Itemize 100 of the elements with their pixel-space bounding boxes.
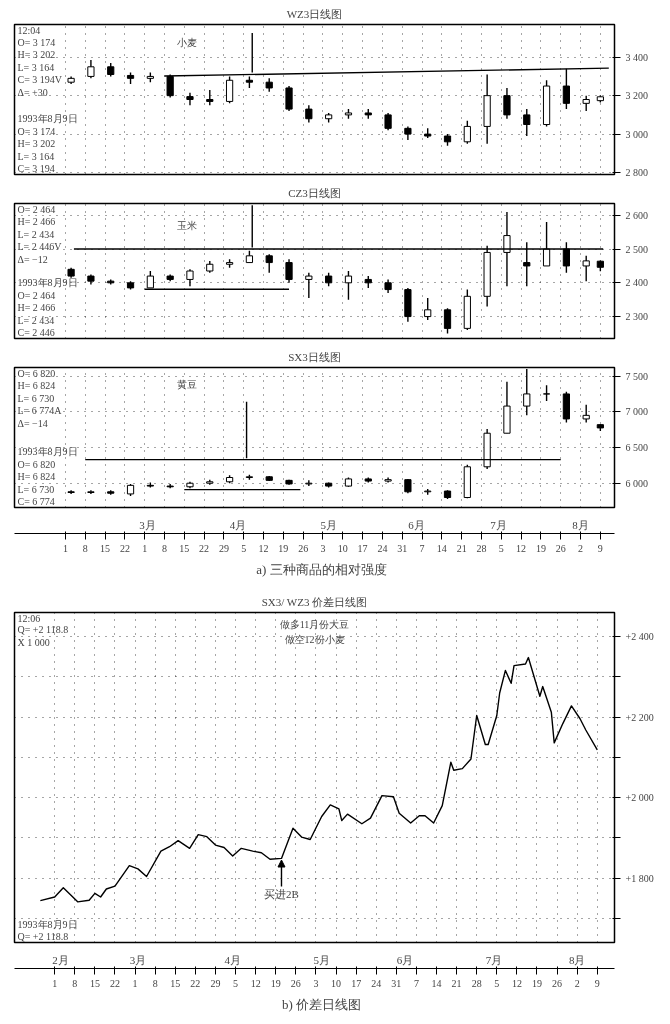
x-tick-label: 7 bbox=[413, 977, 419, 989]
x-tick-label: 22 bbox=[119, 542, 130, 554]
annotation: 玉米 bbox=[176, 219, 197, 231]
x-tick-label: 19 bbox=[270, 977, 281, 989]
chart-title: CZ3日线图 bbox=[288, 186, 341, 199]
x2-tick-label: 5月 bbox=[320, 518, 337, 531]
x-tick-label: 5 bbox=[233, 977, 239, 989]
x2-tick-label: 7月 bbox=[485, 953, 503, 966]
y-tick-label: 2 400 bbox=[625, 277, 648, 289]
annotation: 黄豆 bbox=[176, 378, 197, 390]
x-tick-label: 21 bbox=[456, 542, 467, 554]
text: b) 价差日线图 bbox=[281, 996, 362, 1012]
x-tick-label: 26 bbox=[298, 542, 309, 554]
annotation: 1993年8月9日 O= 3 174 H= 3 202 L= 3 164 C= 3 194 bbox=[17, 112, 78, 175]
y-tick-label: 2 300 bbox=[625, 311, 648, 323]
x-tick-label: 17 bbox=[351, 977, 362, 989]
x-tick-label: 12 bbox=[250, 977, 261, 989]
y-tick-label: 7 000 bbox=[625, 406, 648, 418]
x-tick-label: 29 bbox=[210, 977, 221, 989]
x-tick-label: 5 bbox=[494, 977, 500, 989]
y-tick-label: 6 500 bbox=[625, 442, 648, 453]
x-tick-label: 22 bbox=[190, 977, 201, 989]
annotation: 12:04 bbox=[17, 24, 41, 36]
annotation: 做空12份小麦 bbox=[284, 633, 345, 645]
x-tick-label: 22 bbox=[199, 542, 210, 554]
y-tick-label: 3 000 bbox=[625, 128, 648, 140]
x-tick-label: 29 bbox=[218, 542, 229, 554]
x2-tick-label: 4月 bbox=[224, 953, 241, 966]
x-tick-label: 12 bbox=[511, 977, 522, 989]
x2-tick-label: 6月 bbox=[408, 518, 425, 531]
x-tick-label: 5 bbox=[241, 542, 247, 554]
x-tick-label: 3 bbox=[313, 977, 319, 989]
y-tick-label: +2 200 bbox=[625, 711, 654, 723]
x-tick-label: 9 bbox=[594, 977, 600, 989]
x-tick-label: 22 bbox=[109, 977, 120, 989]
annotation: Q= +2 118.8 X 1 000 bbox=[17, 624, 69, 648]
x-tick-label: 14 bbox=[431, 977, 442, 989]
x-tick-label: 2 bbox=[578, 542, 584, 554]
x-tick-label: 31 bbox=[397, 542, 408, 554]
x-tick-label: 7 bbox=[419, 542, 425, 554]
x-tick-label: 28 bbox=[476, 542, 487, 554]
annotation: 1993年8月9日 O= 2 464 H= 2 466 L= 2 434 C= 2 446 bbox=[17, 276, 78, 339]
x-tick-label: 1 bbox=[132, 977, 138, 989]
x-tick-label: 3 bbox=[320, 542, 326, 554]
y-tick-label: 2 500 bbox=[625, 243, 648, 255]
x2-tick-label: 8月 bbox=[568, 953, 586, 966]
x-tick-label: 28 bbox=[471, 977, 482, 989]
x2-tick-label: 3月 bbox=[129, 953, 147, 966]
x-tick-label: 19 bbox=[278, 542, 289, 554]
x-tick-label: 31 bbox=[391, 977, 402, 989]
x-tick-label: 1 bbox=[142, 542, 148, 554]
annotation: 买进2B bbox=[264, 888, 299, 901]
y-tick-label: +1 800 bbox=[625, 872, 654, 884]
y-tick-label: +2 000 bbox=[625, 792, 654, 804]
y-tick-label: 7 500 bbox=[625, 370, 648, 382]
x2-tick-label: 8月 bbox=[572, 518, 589, 531]
x2-tick-label: 5月 bbox=[313, 953, 330, 966]
x-tick-label: 10 bbox=[337, 542, 348, 554]
annotation: 小麦 bbox=[176, 36, 197, 48]
annotation: 12:06 bbox=[17, 612, 41, 624]
x-tick-label: 12 bbox=[516, 542, 527, 554]
x-tick-label: 2 bbox=[574, 977, 580, 989]
x-tick-label: 15 bbox=[89, 977, 100, 989]
x-tick-label: 15 bbox=[170, 977, 181, 989]
chart-title: SX3/ WZ3 价差日线图 bbox=[261, 595, 368, 608]
annotation: O= 2 464 H= 2 466 L= 2 434 L= 2 446V Δ= −12 bbox=[17, 203, 63, 266]
y-tick-label: 2 800 bbox=[625, 167, 648, 179]
x-tick-label: 5 bbox=[498, 542, 504, 554]
x2-tick-label: 4月 bbox=[229, 518, 247, 531]
x2-tick-label: 6月 bbox=[396, 953, 414, 966]
x-tick-label: 24 bbox=[371, 977, 382, 989]
x-tick-label: 1 bbox=[52, 977, 58, 989]
x-tick-label: 17 bbox=[357, 542, 368, 554]
x-tick-label: 26 bbox=[290, 977, 301, 989]
x-tick-label: 9 bbox=[597, 542, 603, 554]
x-tick-label: 1 bbox=[62, 542, 68, 554]
annotation: 1993年8月9日 O= 6 820 H= 6 824 L= 6 730 C= 6 774 bbox=[17, 445, 78, 508]
x2-tick-label: 3月 bbox=[139, 518, 156, 531]
x-tick-label: 14 bbox=[436, 542, 447, 554]
x-tick-label: 10 bbox=[331, 977, 342, 989]
x-tick-label: 12 bbox=[258, 542, 269, 554]
y-tick-label: +2 400 bbox=[625, 631, 654, 643]
annotation: O= 6 820 H= 6 824 L= 6 730 L= 6 774A Δ= −14 bbox=[17, 367, 63, 430]
x-tick-label: 8 bbox=[152, 977, 158, 989]
y-tick-label: 6 000 bbox=[625, 477, 648, 489]
y-tick-label: 3 200 bbox=[625, 90, 648, 102]
y-tick-label: 2 600 bbox=[625, 209, 648, 221]
x-tick-label: 15 bbox=[179, 542, 190, 554]
x-tick-label: 26 bbox=[552, 977, 563, 989]
annotation: 1993年8月9日 Q= +2 118.8 bbox=[17, 918, 78, 943]
x-tick-label: 26 bbox=[555, 542, 566, 554]
x-tick-label: 8 bbox=[162, 542, 167, 554]
text: a) 三种商品的相对强度 bbox=[256, 561, 387, 577]
annotation: O= 3 174 H= 3 202 L= 3 164 C= 3 194V Δ= +30 bbox=[17, 36, 63, 99]
x2-tick-label: 2月 bbox=[52, 953, 69, 966]
x2-tick-label: 7月 bbox=[490, 518, 507, 531]
y-tick-label: 3 400 bbox=[625, 51, 648, 63]
x-tick-label: 19 bbox=[531, 977, 542, 989]
chart-title: SX3日线图 bbox=[288, 350, 341, 363]
x-tick-label: 24 bbox=[377, 542, 388, 554]
